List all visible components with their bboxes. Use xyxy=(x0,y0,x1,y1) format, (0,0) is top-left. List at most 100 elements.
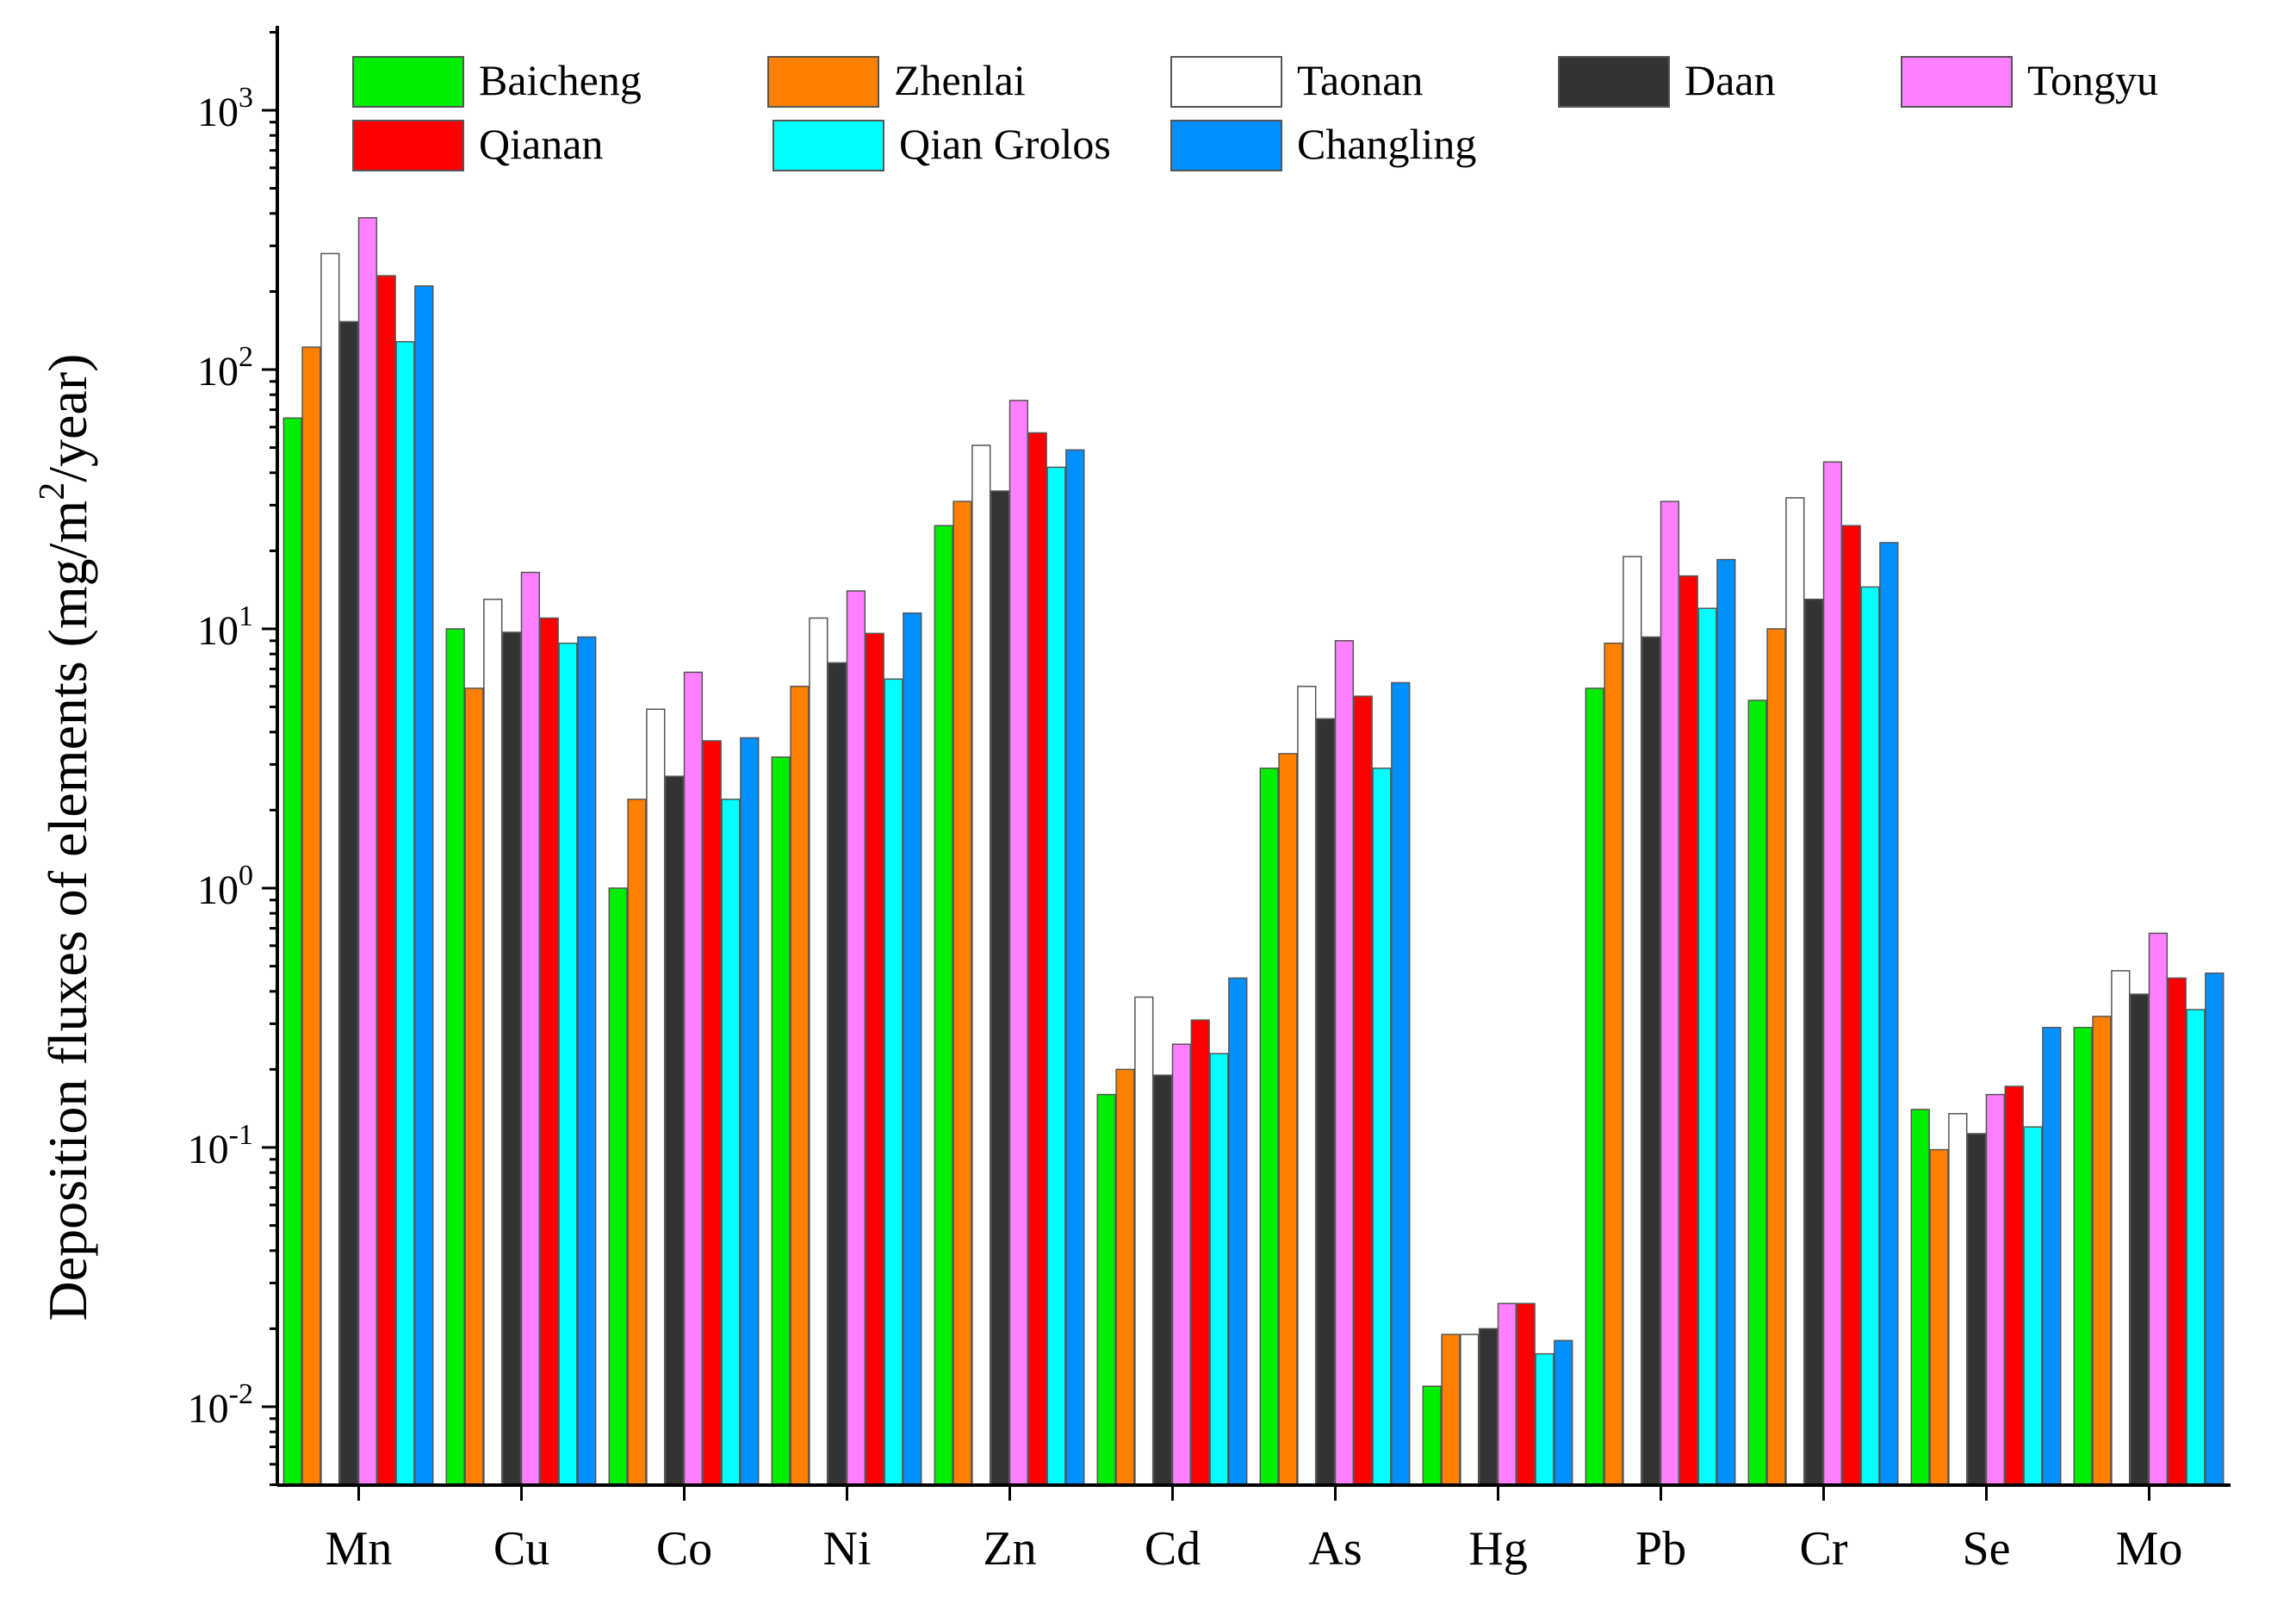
bar-as-qian-grolos xyxy=(1372,768,1392,1486)
bar-cu-tongyu xyxy=(520,571,541,1486)
bar-mn-daan xyxy=(338,320,359,1486)
bar-ni-zhenlai xyxy=(790,686,810,1486)
bar-hg-daan xyxy=(1478,1327,1499,1486)
x-tick-label-cr: Cr xyxy=(1800,1522,1848,1576)
x-tick-label-as: As xyxy=(1308,1522,1362,1576)
bar-as-taonan xyxy=(1297,686,1317,1486)
bar-group-se xyxy=(1910,1027,2062,1486)
bar-ni-changling xyxy=(903,612,922,1486)
legend-swatch xyxy=(352,120,464,171)
bar-zn-tongyu xyxy=(1008,400,1029,1486)
legend-item-taonan: Taonan xyxy=(1170,56,1423,108)
legend-item-tongyu: Tongyu xyxy=(1901,56,2158,108)
y-tick-label: 100 xyxy=(197,860,253,913)
bar-mn-tongyu xyxy=(357,217,378,1486)
legend-item-baicheng: Baicheng xyxy=(352,56,642,108)
y-tick-base: 10 xyxy=(197,349,239,395)
bar-as-daan xyxy=(1315,718,1336,1486)
bar-mn-changling xyxy=(414,285,434,1486)
bar-cu-baicheng xyxy=(445,628,465,1486)
y-tick-label: 10-1 xyxy=(188,1119,253,1172)
bar-pb-tongyu xyxy=(1660,500,1680,1486)
legend-item-qian-grolos: Qian Grolos xyxy=(773,120,1111,171)
bar-group-zn xyxy=(934,400,1085,1486)
bar-co-zhenlai xyxy=(627,799,647,1486)
y-tick-label: 10-2 xyxy=(188,1378,253,1432)
bar-mo-taonan xyxy=(2111,970,2131,1486)
x-tick-label-cu: Cu xyxy=(493,1522,549,1576)
bar-cu-taonan xyxy=(483,598,503,1486)
legend-swatch xyxy=(1558,56,1670,108)
bar-pb-zhenlai xyxy=(1604,642,1623,1486)
bar-hg-taonan xyxy=(1460,1334,1480,1486)
legend-item-changling: Changling xyxy=(1170,120,1476,171)
bar-ni-daan xyxy=(827,662,847,1486)
y-tick-exponent: 1 xyxy=(239,600,253,632)
bar-pb-taonan xyxy=(1623,556,1642,1486)
bar-group-mo xyxy=(2073,932,2225,1486)
bar-cd-daan xyxy=(1152,1074,1173,1486)
bar-pb-daan xyxy=(1641,636,1661,1486)
y-axis-title-main: Deposition fluxes of elements (mg/m xyxy=(37,500,98,1321)
bar-group-hg xyxy=(1422,1302,1573,1486)
x-tick-label-mn: Mn xyxy=(326,1522,393,1576)
y-tick-exponent: -2 xyxy=(229,1378,253,1410)
bar-as-changling xyxy=(1391,681,1411,1486)
bar-cu-zhenlai xyxy=(464,687,484,1486)
bar-cd-zhenlai xyxy=(1115,1068,1135,1486)
x-tick-label-mo: Mo xyxy=(2116,1522,2183,1576)
y-tick-base: 10 xyxy=(188,1127,229,1172)
y-tick-exponent: 2 xyxy=(239,341,253,373)
legend-swatch xyxy=(352,56,464,108)
x-tick-label-ni: Ni xyxy=(823,1522,872,1576)
legend-swatch xyxy=(1170,120,1282,171)
bar-cu-qianan xyxy=(539,617,559,1486)
bar-hg-changling xyxy=(1554,1340,1573,1486)
legend-swatch xyxy=(767,56,879,108)
legend-label: Zhenlai xyxy=(894,56,1026,104)
bar-se-qian-grolos xyxy=(2023,1126,2043,1486)
bar-zn-qian-grolos xyxy=(1046,466,1066,1486)
y-tick-label: 101 xyxy=(197,600,253,654)
x-tick-label-se: Se xyxy=(1963,1522,2011,1576)
bar-co-changling xyxy=(740,737,760,1486)
bar-se-taonan xyxy=(1948,1113,1968,1486)
bar-ni-baicheng xyxy=(771,756,791,1486)
legend-swatch xyxy=(773,120,884,171)
bar-se-changling xyxy=(2042,1027,2062,1486)
x-tick-label-cd: Cd xyxy=(1145,1522,1201,1576)
bar-mo-daan xyxy=(2129,993,2150,1486)
bar-se-baicheng xyxy=(1910,1109,1930,1486)
bar-zn-qianan xyxy=(1027,432,1047,1486)
legend-item-zhenlai: Zhenlai xyxy=(767,56,1026,108)
legend-swatch xyxy=(1901,56,2013,108)
bar-zn-taonan xyxy=(971,445,991,1486)
bar-group-cd xyxy=(1096,977,1248,1486)
bar-cr-tongyu xyxy=(1822,461,1843,1486)
bar-as-zhenlai xyxy=(1278,753,1298,1486)
bar-cd-tongyu xyxy=(1171,1043,1192,1486)
bar-cu-qian-grolos xyxy=(558,642,578,1486)
legend-label: Qianan xyxy=(479,120,603,168)
bar-group-ni xyxy=(771,590,922,1486)
bar-cr-qianan xyxy=(1841,525,1861,1486)
bar-cr-zhenlai xyxy=(1766,628,1786,1486)
bar-mn-qianan xyxy=(376,275,396,1486)
x-tick-label-co: Co xyxy=(656,1522,712,1576)
bar-hg-tongyu xyxy=(1497,1302,1517,1486)
bar-co-taonan xyxy=(646,708,666,1486)
bar-mn-zhenlai xyxy=(301,346,321,1486)
bar-group-cr xyxy=(1747,461,1899,1486)
bar-group-mn xyxy=(282,217,434,1486)
y-tick-exponent: 0 xyxy=(239,860,253,892)
bar-co-tongyu xyxy=(683,671,704,1486)
bar-ni-tongyu xyxy=(846,590,866,1486)
bar-mn-taonan xyxy=(320,252,340,1486)
bar-hg-baicheng xyxy=(1422,1385,1442,1486)
y-axis-title-superscript: 2 xyxy=(33,482,72,500)
bar-cr-taonan xyxy=(1785,497,1805,1486)
legend-item-daan: Daan xyxy=(1558,56,1776,108)
bar-mo-tongyu xyxy=(2148,932,2169,1486)
